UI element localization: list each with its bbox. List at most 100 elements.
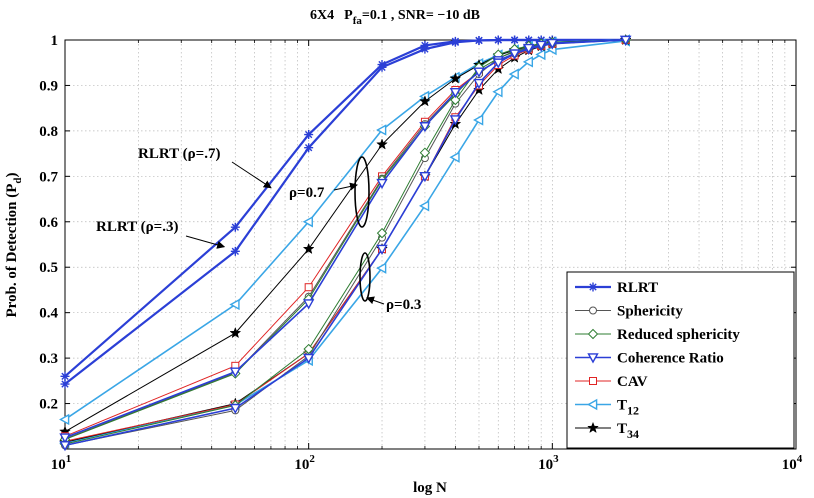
legend-item: T34 — [575, 421, 639, 441]
annotations-layer: RLRT (ρ=.7) RLRT (ρ=.3) ρ=0.7 ρ=0.3 — [96, 146, 421, 313]
y-tick-label: 1 — [51, 33, 59, 49]
legend-box — [566, 271, 795, 449]
data-point — [229, 326, 242, 339]
chart-title: 6X4 Pfa=0.1 , SNR= −10 dB — [310, 8, 480, 27]
y-tick-label: 0.8 — [39, 124, 58, 140]
data-point — [230, 246, 240, 256]
data-point — [508, 49, 521, 60]
data-point — [587, 353, 599, 364]
legend-item: Sphericity — [575, 304, 683, 320]
y-tick-label: 0.3 — [39, 351, 58, 367]
data-point — [587, 398, 598, 411]
data-point — [376, 227, 388, 239]
data-point — [524, 35, 534, 45]
data-point — [473, 78, 485, 90]
legend-item: Coherence Ratio — [575, 351, 724, 367]
legend-label: Reduced sphericity — [617, 327, 740, 343]
legend-item: RLRT — [575, 280, 658, 296]
data-point — [302, 299, 315, 310]
y-tick-label: 0.5 — [39, 260, 58, 276]
data-point — [419, 172, 431, 183]
legend-label: Sphericity — [617, 304, 683, 320]
data-point — [493, 35, 503, 45]
data-point — [473, 114, 484, 126]
data-point — [449, 115, 462, 126]
data-point — [419, 122, 431, 133]
data-point — [59, 433, 71, 444]
y-axis-label: Prob. of Detection (Pd) — [4, 173, 24, 318]
data-point — [510, 35, 520, 45]
legend-label: CAV — [617, 374, 648, 390]
y-tick-label: 0.7 — [39, 169, 58, 185]
arrow-rlrt-rho-3 — [185, 235, 226, 249]
legend-label: T12 — [617, 398, 639, 418]
data-point — [376, 244, 388, 255]
data-point — [303, 343, 314, 355]
plot-frame — [64, 39, 797, 450]
x-tick-label: 103 — [538, 453, 559, 473]
data-point — [59, 441, 71, 452]
data-point — [302, 242, 315, 255]
data-point — [473, 67, 485, 78]
data-point — [619, 35, 632, 46]
data-point — [302, 216, 313, 228]
x-axis-label: log N — [413, 480, 447, 496]
data-point — [546, 38, 559, 50]
data-point — [302, 353, 315, 365]
data-point — [588, 282, 598, 292]
legend-item: CAV — [575, 374, 648, 390]
axis-ticks: 0.2 0.3 0.4 0.5 0.6 0.7 0.8 0.9 1 101 102 103 104 — [39, 33, 803, 473]
data-point — [60, 371, 70, 381]
y-tick-label: 0.4 — [39, 306, 58, 322]
data-point — [508, 68, 519, 80]
x-tick-label: 104 — [782, 453, 803, 473]
ellipse-rho-0-7 — [354, 156, 370, 228]
data-point — [492, 86, 503, 98]
data-point — [419, 95, 431, 107]
data-point — [420, 44, 430, 54]
data-point — [376, 124, 387, 136]
data-point — [523, 43, 535, 55]
data-point — [418, 200, 430, 212]
y-tick-label: 0.2 — [39, 397, 58, 413]
annotation-rlrt-rho-7: RLRT (ρ=.7) — [138, 146, 220, 162]
data-point — [229, 298, 240, 311]
y-tick-label: 0.9 — [39, 78, 58, 94]
data-point — [59, 413, 70, 426]
arrow-rlrt-rho-7 — [231, 161, 272, 189]
data-point — [450, 94, 461, 106]
legend-item: Reduced sphericity — [575, 327, 740, 343]
y-tick-label: 0.6 — [39, 215, 58, 231]
data-point — [492, 58, 504, 69]
data-point — [535, 48, 546, 61]
data-point — [377, 62, 387, 72]
data-point — [304, 130, 314, 140]
series-layer — [59, 33, 632, 452]
data-point — [450, 37, 460, 47]
annotation-rho-0-3: ρ=0.3 — [386, 297, 421, 313]
data-point — [449, 87, 462, 99]
data-point — [376, 178, 388, 190]
data-point — [230, 222, 240, 232]
data-point — [587, 328, 599, 340]
data-point — [589, 306, 597, 315]
annotation-rlrt-rho-3: RLRT (ρ=.3) — [96, 219, 178, 235]
data-point — [229, 367, 242, 378]
data-point — [535, 40, 547, 51]
arrow-rho-0-3 — [366, 296, 385, 305]
legend-item: T12 — [575, 398, 639, 418]
legend-label: RLRT — [617, 280, 658, 296]
data-point — [587, 421, 599, 434]
x-tick-label: 102 — [294, 453, 315, 473]
data-point — [304, 143, 314, 153]
data-point — [419, 147, 431, 158]
data-point — [449, 72, 462, 84]
data-point — [229, 403, 242, 415]
data-point — [304, 283, 313, 292]
x-tick-label: 101 — [51, 453, 72, 473]
series-coh_3 — [59, 35, 632, 452]
legend: RLRT Sphericity Reduced sphericity Coherenc… — [566, 271, 795, 449]
data-point — [60, 379, 70, 389]
annotation-rho-0-7: ρ=0.7 — [289, 185, 325, 201]
